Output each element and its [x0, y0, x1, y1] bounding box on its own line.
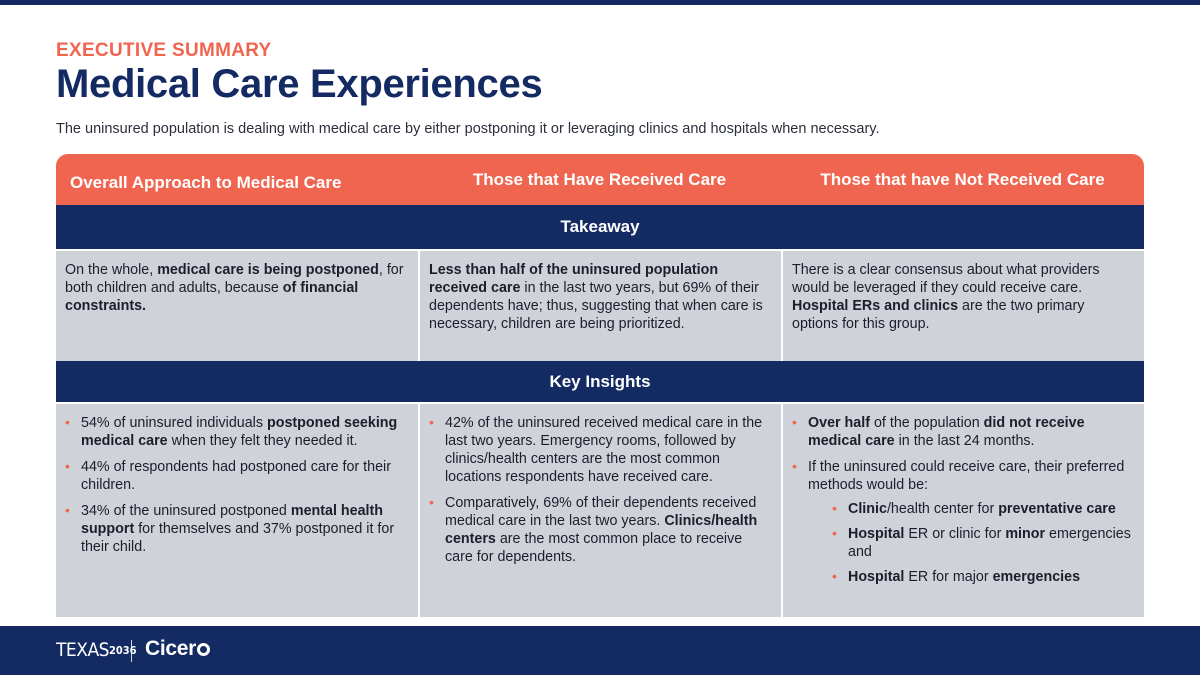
- method-text: Hospital: [848, 569, 905, 585]
- insight-bullet: Over half of the population did not rece…: [792, 413, 1134, 450]
- insight-text: in the last 24 months.: [894, 433, 1035, 449]
- summary-table: Overall Approach to Medical Care Those t…: [56, 154, 1144, 617]
- method-text: ER or clinic for: [904, 526, 1006, 542]
- insight-text: postponed seeking medical care: [81, 415, 398, 449]
- insight-text: 54% of uninsured individuals: [81, 415, 267, 431]
- insight-bullet: 54% of uninsured individuals postponed s…: [65, 413, 408, 450]
- column-header-received-care: Those that Have Received Care: [472, 169, 727, 189]
- page-title: Medical Care Experiences: [56, 62, 543, 106]
- method-text: emergencies: [992, 569, 1081, 585]
- key-insights-band: Key Insights: [56, 361, 1144, 402]
- insights-cell-overall: 54% of uninsured individuals postponed s…: [56, 404, 418, 617]
- takeaway-text: of financial constraints.: [65, 280, 359, 314]
- insight-text: for themselves and 37% postponed it for …: [81, 521, 395, 555]
- texas-2036-logo: TEXAS2036: [56, 639, 137, 661]
- footer-bar: TEXAS2036 Cicer: [0, 626, 1200, 675]
- insight-text: 42% of the uninsured received medical ca…: [445, 415, 763, 485]
- method-text: Hospital: [848, 526, 905, 542]
- takeaway-row: On the whole, medical care is being post…: [56, 249, 1144, 361]
- insight-text: Comparatively, 69% of their dependents r…: [445, 495, 757, 529]
- takeaway-cell-overall: On the whole, medical care is being post…: [56, 251, 418, 361]
- insights-list-received: 42% of the uninsured received medical ca…: [429, 413, 771, 566]
- insight-bullet: If the uninsured could receive care, the…: [792, 457, 1134, 586]
- preferred-method-item: Hospital ER or clinic for minor emergenc…: [832, 524, 1134, 561]
- takeaway-band: Takeaway: [56, 205, 1144, 249]
- method-text: minor: [1005, 526, 1046, 542]
- takeaway-text: in the last two years, but 69% of their …: [429, 280, 763, 332]
- insight-text: If the uninsured could receive care, the…: [808, 459, 1125, 493]
- insight-bullet: 34% of the uninsured postponed mental he…: [65, 501, 408, 556]
- preferred-method-item: Clinic/health center for preventative ca…: [832, 499, 1134, 518]
- takeaway-text: There is a clear consensus about what pr…: [792, 262, 1100, 296]
- insight-text: of the population: [869, 415, 984, 431]
- column-header-not-received-care: Those that have Not Received Care: [820, 169, 1105, 189]
- method-text: ER for major: [904, 569, 993, 585]
- insights-cell-not-received: Over half of the population did not rece…: [781, 404, 1144, 617]
- insight-text: did not receive medical care: [808, 415, 1085, 449]
- insight-bullet: 42% of the uninsured received medical ca…: [429, 413, 771, 486]
- insight-text: 34% of the uninsured postponed: [81, 503, 291, 519]
- cicero-o-mark-icon: [197, 643, 211, 656]
- takeaway-text: , for both children and adults, because: [65, 262, 404, 296]
- insights-cell-received: 42% of the uninsured received medical ca…: [418, 404, 781, 617]
- insights-row: 54% of uninsured individuals postponed s…: [56, 402, 1144, 617]
- insight-text: are the most common place to receive car…: [445, 531, 743, 565]
- takeaway-text: medical care is being postponed: [157, 262, 379, 278]
- takeaway-text: Less than half of the uninsured populati…: [429, 262, 719, 296]
- insight-text: 44% of respondents had postponed care fo…: [81, 459, 391, 493]
- method-text: /health center for: [886, 501, 999, 517]
- takeaway-cell-not-received: There is a clear consensus about what pr…: [781, 251, 1144, 361]
- top-rule: [0, 0, 1200, 5]
- insight-bullet: Comparatively, 69% of their dependents r…: [429, 493, 771, 566]
- insight-text: Over half: [808, 415, 870, 431]
- takeaway-cell-received: Less than half of the uninsured populati…: [418, 251, 781, 361]
- method-text: preventative care: [998, 501, 1116, 517]
- insight-text: Clinics/health centers: [445, 513, 758, 547]
- takeaway-text: On the whole,: [65, 262, 158, 278]
- method-text: Clinic: [848, 501, 887, 517]
- insight-text: mental health support: [81, 503, 384, 537]
- preferred-method-item: Hospital ER for major emergencies: [832, 567, 1134, 586]
- table-header-row: Overall Approach to Medical Care Those t…: [56, 154, 1144, 205]
- insights-list-overall: 54% of uninsured individuals postponed s…: [65, 413, 408, 556]
- logo-divider: [131, 640, 132, 662]
- takeaway-text: are the two primary options for this gro…: [792, 298, 1085, 332]
- cicero-logo: Cicer: [145, 637, 211, 661]
- insight-text: when they felt they needed it.: [167, 433, 358, 449]
- takeaway-text: Hospital ERs and clinics: [792, 298, 959, 314]
- eyebrow-label: EXECUTIVE SUMMARY: [56, 40, 272, 61]
- preferred-methods-list: Clinic/health center for preventative ca…: [808, 499, 1134, 586]
- column-header-overall-approach: Overall Approach to Medical Care: [70, 172, 342, 192]
- method-text: emergencies and: [848, 526, 1131, 560]
- page-subtitle: The uninsured population is dealing with…: [56, 121, 880, 137]
- insight-bullet: 44% of respondents had postponed care fo…: [65, 457, 408, 494]
- insights-list-not-received: Over half of the population did not rece…: [792, 413, 1134, 586]
